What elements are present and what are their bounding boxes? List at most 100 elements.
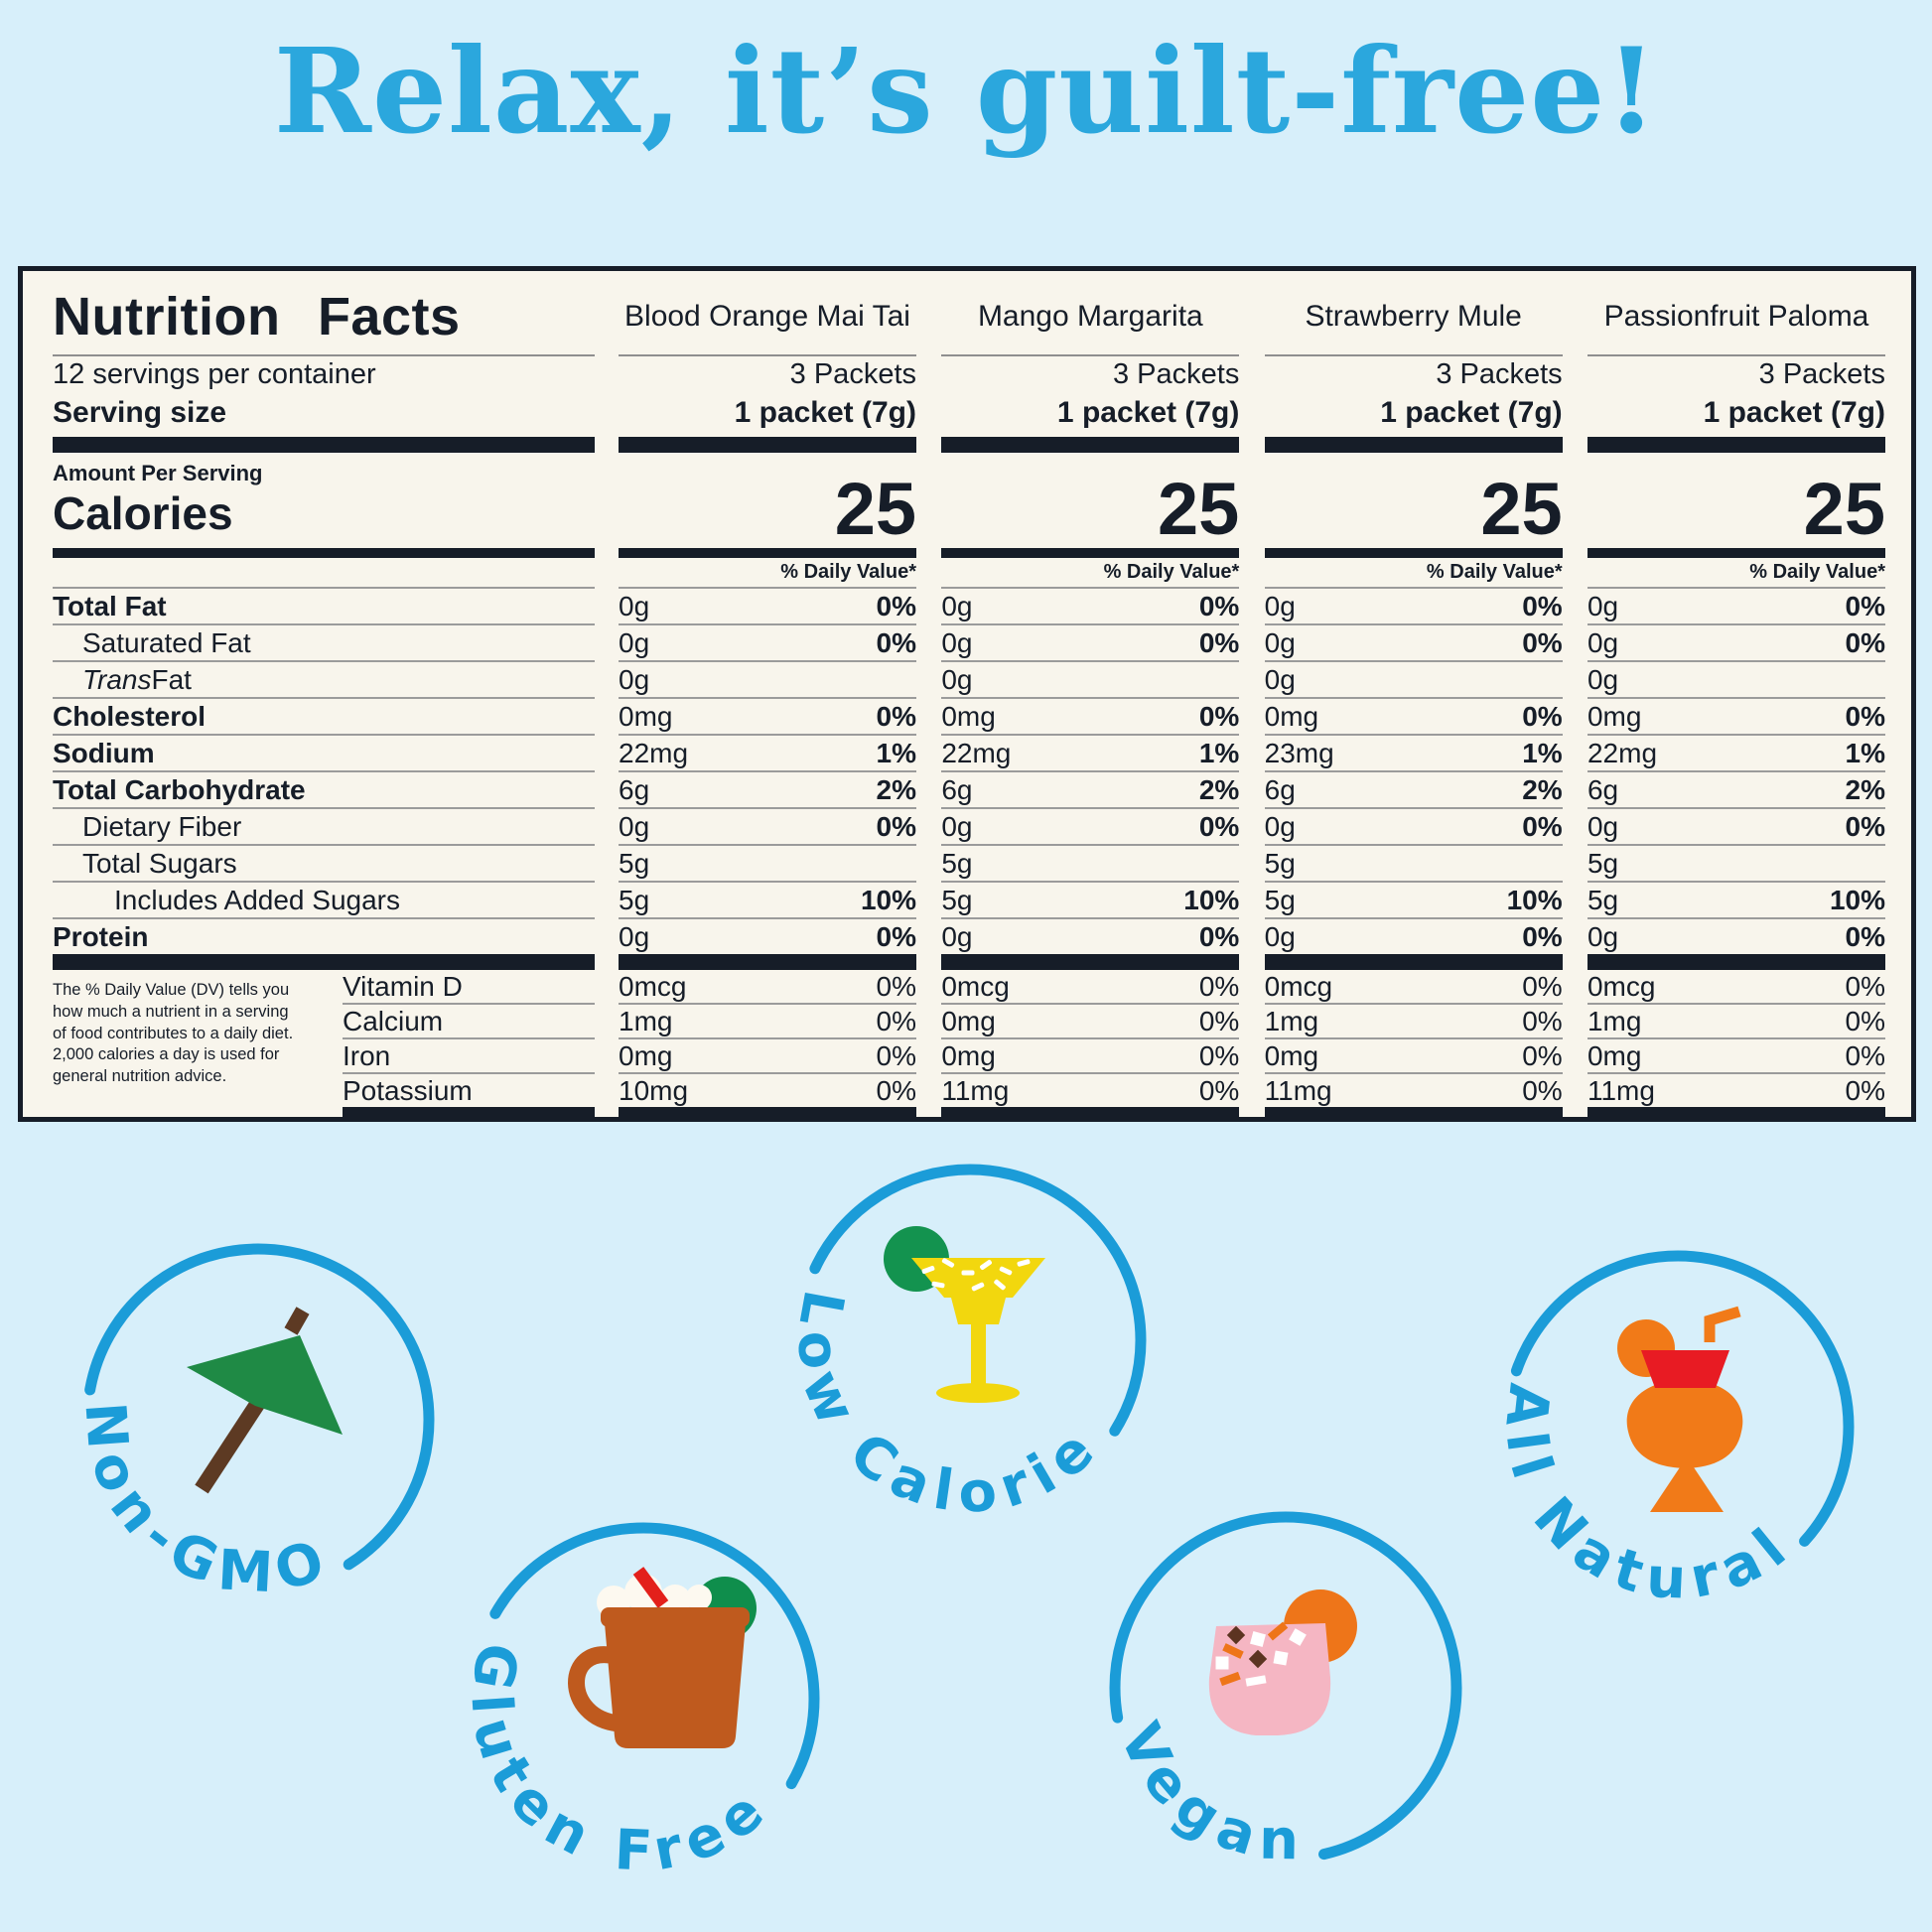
mule-mug-icon xyxy=(568,1567,757,1748)
svg-text:Low Calorie: Low Calorie xyxy=(784,1285,1114,1526)
badge-ring xyxy=(1501,1250,1855,1603)
nutrient-value-row: 0g 0% xyxy=(619,919,916,954)
nutrient-amount: 5g xyxy=(1264,847,1296,879)
divider xyxy=(941,354,1240,357)
nutrient-dv: 2% xyxy=(876,773,916,805)
flavor-name: Mango Margarita xyxy=(977,300,1203,334)
vitamin-value-row: 1mg 0% xyxy=(1587,1005,1885,1039)
cocktail-umbrella-icon xyxy=(187,1307,343,1494)
vitamin-amount: 0mcg xyxy=(941,970,1010,1002)
daily-value-header-spacer xyxy=(53,558,595,589)
nutrient-value-row: 0g xyxy=(619,662,916,699)
nutrient-label: Cholesterol xyxy=(53,700,207,732)
divider-bar xyxy=(619,436,916,453)
nutrient-amount: 6g xyxy=(1587,773,1619,805)
vitamin-amount: 0mcg xyxy=(619,970,687,1002)
packets-count: 3 Packets xyxy=(789,357,916,390)
nutrient-label: Fat xyxy=(151,663,192,695)
nutrient-amount: 0mg xyxy=(619,700,673,732)
nutrient-value-row: 6g 2% xyxy=(619,772,916,809)
nutrient-dv: 10% xyxy=(1506,884,1563,915)
nutrient-amount: 5g xyxy=(619,884,650,915)
nutrient-value-row: 0mg 0% xyxy=(1587,699,1885,736)
nutrient-label-row: Total Carbohydrate xyxy=(53,772,595,809)
nutrient-amount: 6g xyxy=(941,773,973,805)
nutrient-value-row: 5g 10% xyxy=(1587,883,1885,919)
nutrition-facts-panel: Nutrition Facts 12 servings per containe… xyxy=(18,266,1916,1122)
nutrient-value-row: 0g 0% xyxy=(619,809,916,846)
nutrient-dv: 10% xyxy=(860,884,916,915)
nutrient-value-row: 0g 0% xyxy=(1587,919,1885,954)
divider-bar xyxy=(1587,547,1885,558)
badge-label: Low Calorie xyxy=(784,1285,1104,1526)
divider-bar xyxy=(1587,436,1885,453)
svg-text:Non-GMO: Non-GMO xyxy=(71,1400,341,1605)
vitamin-dv: 0% xyxy=(1198,970,1240,1002)
vitamin-dv: 0% xyxy=(1522,1039,1563,1071)
nutrient-dv: 0% xyxy=(1522,626,1563,658)
vitamin-labels: Vitamin D Calcium Iron Potassium xyxy=(343,970,595,1117)
svg-text:Vegan: Vegan xyxy=(1107,1714,1310,1872)
nutrient-label: Dietary Fiber xyxy=(82,810,242,842)
nutrient-amount: 6g xyxy=(619,773,650,805)
vitamin-amount: 0mcg xyxy=(1264,970,1333,1002)
nutrient-value-row: 5g xyxy=(941,846,1240,883)
vitamin-value-row: 0mcg 0% xyxy=(619,970,916,1005)
nutrient-label-row: Includes Added Sugars xyxy=(53,883,595,919)
serving-size-value: 1 packet (7g) xyxy=(1380,395,1563,429)
divider-bar xyxy=(1264,1107,1563,1117)
nutrient-amount: 0g xyxy=(1264,920,1296,952)
vitamin-amount: 0mg xyxy=(619,1039,673,1071)
nutrient-dv: 0% xyxy=(1522,920,1563,952)
nutrient-value-row: 23mg 1% xyxy=(1264,736,1563,772)
vitamin-dv: 0% xyxy=(1522,1005,1563,1036)
daily-value-header: % Daily Value* xyxy=(619,558,916,589)
vitamin-dv: 0% xyxy=(1522,970,1563,1002)
vitamin-amount: 11mg xyxy=(1264,1074,1332,1106)
nutrient-amount: 6g xyxy=(1264,773,1296,805)
badge-vegan: Vegan xyxy=(1107,1511,1462,1872)
vitamin-amount: 1mg xyxy=(619,1005,673,1036)
divider xyxy=(619,354,916,357)
nutrient-dv: 0% xyxy=(876,920,916,952)
nutrient-amount: 0g xyxy=(1587,810,1619,842)
divider xyxy=(1264,354,1563,357)
nutrient-amount: 0mg xyxy=(1587,700,1642,732)
nutrient-dv: 10% xyxy=(1829,884,1885,915)
vitamin-dv: 0% xyxy=(1845,1074,1885,1106)
vitamin-label: Calcium xyxy=(343,1005,444,1036)
nutrient-label: Protein xyxy=(53,920,149,952)
divider-bar xyxy=(1587,1107,1885,1117)
nutrient-amount: 0g xyxy=(1264,626,1296,658)
nutrient-value-row: 5g 10% xyxy=(619,883,916,919)
serving-size-value: 1 packet (7g) xyxy=(1703,395,1885,429)
vitamin-value-row: 11mg 0% xyxy=(941,1074,1239,1107)
packets-count: 3 Packets xyxy=(1758,357,1885,390)
divider-bar xyxy=(53,547,595,558)
vitamin-value-row: 0mg 0% xyxy=(941,1005,1240,1039)
badge-ring xyxy=(793,1164,1147,1517)
nutrient-dv: 0% xyxy=(1522,700,1563,732)
vitamin-dv: 0% xyxy=(1845,970,1885,1002)
badge-label: Vegan xyxy=(1107,1714,1300,1872)
vitamin-amount: 0mg xyxy=(941,1039,996,1071)
nutrient-dv: 0% xyxy=(1522,590,1563,621)
nutrient-dv: 0% xyxy=(1198,590,1240,621)
nutrient-value-row: 5g 10% xyxy=(941,883,1240,919)
nutrient-amount: 0g xyxy=(1587,626,1619,658)
divider-bar xyxy=(941,1107,1240,1117)
daily-value-header: % Daily Value* xyxy=(941,558,1240,589)
vitamin-dv: 0% xyxy=(876,1039,916,1071)
calories-value: 25 xyxy=(1480,467,1563,550)
vitamin-amount: 1mg xyxy=(1264,1005,1319,1036)
nutrient-value-row: 6g 2% xyxy=(941,772,1240,809)
nutrient-amount: 5g xyxy=(941,884,973,915)
nutrient-value-row: 0g 0% xyxy=(1587,589,1885,625)
nutrient-value-row: 0g 0% xyxy=(619,589,916,625)
nutrient-dv: 1% xyxy=(1522,737,1563,768)
vitamin-amount: 11mg xyxy=(1587,1074,1655,1106)
amount-per-serving-label: Amount Per Serving xyxy=(53,460,263,485)
nutrient-value-row: 0g 0% xyxy=(1587,625,1885,662)
divider-bar xyxy=(53,436,595,453)
